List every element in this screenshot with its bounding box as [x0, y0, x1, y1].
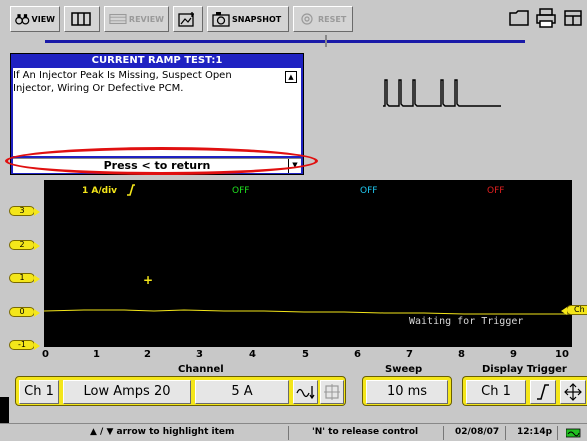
status-bar: ▲ / ▼ arrow to highlight item 'N' to rel…	[0, 423, 587, 441]
coupling-button[interactable]	[293, 380, 318, 404]
waiting-status: Waiting for Trigger	[409, 316, 524, 327]
x-tick: 3	[196, 349, 203, 360]
scale-label: 1 A/div	[82, 186, 118, 196]
reset-button[interactable]: RESET	[293, 6, 353, 32]
split-view-button[interactable]	[64, 6, 100, 32]
trigger-channel-button[interactable]: Ch 1	[466, 380, 526, 404]
ramp-test-title: CURRENT RAMP TEST:1	[91, 55, 223, 66]
ramp-test-body: If An Injector Peak Is Missing, Suspect …	[13, 68, 301, 156]
ramp-test-panel: CURRENT RAMP TEST:1 If An Injector Peak …	[10, 53, 304, 175]
y-marker-3[interactable]: 3	[9, 206, 40, 216]
reset-label: RESET	[318, 14, 347, 24]
snapshot-button[interactable]: SNAPSHOT	[207, 6, 289, 32]
ramp-test-text: If An Injector Peak Is Missing, Suspect …	[13, 69, 283, 95]
sweep-select-button[interactable]: 10 ms	[366, 380, 448, 404]
save-image-button[interactable]	[173, 6, 203, 32]
buffer-slider-thumb[interactable]	[325, 35, 327, 47]
scope-trace-area	[44, 309, 572, 315]
ramp-test-line-1: If An Injector Peak Is Missing, Suspect …	[13, 70, 232, 81]
ch2-status: OFF	[232, 186, 250, 196]
x-tick: 1	[93, 349, 100, 360]
display-trigger-section-label: Display Trigger	[482, 364, 567, 375]
ramp-test-line-2: Injector, Wiring Or Defective PCM.	[13, 83, 184, 94]
rising-edge-icon	[127, 184, 135, 196]
toolbar: VIEW REVIEW	[0, 0, 587, 47]
binoculars-icon	[15, 14, 30, 25]
x-tick: 0	[42, 349, 49, 360]
reference-waveform	[383, 79, 501, 107]
channel-1-trace	[44, 309, 572, 315]
picture-save-icon	[178, 12, 194, 27]
y-marker-1[interactable]: 1	[9, 273, 40, 283]
trigger-marker[interactable]: Ch	[561, 305, 587, 315]
x-tick: 4	[249, 349, 256, 360]
status-date: 02/08/07	[455, 427, 500, 437]
status-divider	[557, 426, 558, 440]
x-tick: 7	[406, 349, 413, 360]
ch4-status: OFF	[487, 186, 505, 196]
status-divider	[443, 426, 444, 440]
folder-icon[interactable]	[508, 7, 530, 29]
return-bar[interactable]: Press < to return ▼	[13, 158, 301, 173]
status-hint: ▲ / ▼ arrow to highlight item	[90, 427, 235, 437]
scroll-up-button[interactable]: ▲	[285, 71, 297, 83]
probe-settings-button[interactable]	[320, 380, 344, 404]
y-marker-minus-1[interactable]: -1	[9, 340, 40, 350]
film-icon	[109, 13, 127, 25]
tools-icon[interactable]	[562, 7, 584, 29]
x-tick: 2	[144, 349, 151, 360]
probe-icon	[324, 384, 340, 400]
x-tick: 5	[302, 349, 309, 360]
left-edge-block	[0, 397, 9, 423]
y-marker-0[interactable]: 0	[9, 307, 40, 317]
split-screen-icon	[71, 12, 91, 26]
scale-select-button[interactable]: 5 A	[195, 380, 289, 404]
channel-section-label: Channel	[178, 364, 224, 375]
view-label: VIEW	[31, 14, 55, 24]
x-tick: 10	[555, 349, 569, 360]
channel-controls: Ch 1 Low Amps 20 5 A	[15, 376, 346, 406]
status-time: 12:14p	[517, 427, 553, 437]
waveform-invert-icon	[295, 386, 315, 400]
print-icon[interactable]	[535, 7, 557, 29]
x-tick: 9	[510, 349, 517, 360]
x-tick: 8	[458, 349, 465, 360]
camera-icon	[212, 12, 230, 27]
cursor-marker: +	[143, 273, 154, 287]
reset-icon	[301, 13, 313, 25]
return-label: Press < to return	[103, 159, 211, 172]
move-icon	[564, 383, 582, 401]
trigger-position-button[interactable]	[560, 380, 586, 404]
y-marker-2[interactable]: 2	[9, 240, 40, 250]
buffer-slider-track[interactable]	[45, 40, 525, 43]
review-button[interactable]: REVIEW	[104, 6, 169, 32]
slope-icon	[537, 384, 549, 400]
trigger-slope-button[interactable]	[530, 380, 556, 404]
return-dropdown-icon[interactable]: ▼	[288, 159, 301, 173]
trigger-controls: Ch 1	[462, 376, 587, 406]
view-button[interactable]: VIEW	[10, 6, 60, 32]
review-label: REVIEW	[128, 14, 164, 24]
channel-select-button[interactable]: Ch 1	[19, 380, 59, 404]
sweep-controls: 10 ms	[362, 376, 452, 406]
status-release: 'N' to release control	[312, 427, 419, 437]
sweep-section-label: Sweep	[385, 364, 423, 375]
status-divider	[505, 426, 506, 440]
ch3-status: OFF	[360, 186, 378, 196]
scope-display: 1 A/div OFF OFF OFF + Waiting for Trigge…	[44, 180, 572, 347]
snapshot-label: SNAPSHOT	[232, 14, 282, 24]
x-tick: 6	[354, 349, 361, 360]
probe-select-button[interactable]: Low Amps 20	[63, 380, 191, 404]
status-divider	[288, 426, 289, 440]
battery-icon	[566, 428, 581, 438]
